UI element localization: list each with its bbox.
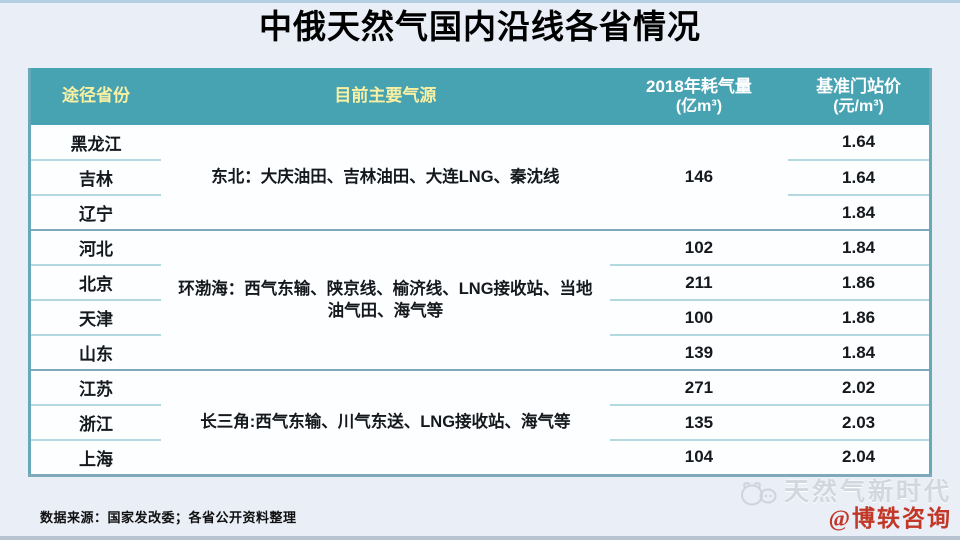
province-cell: 黑龙江 — [29, 125, 162, 161]
price-cell: 1.86 — [788, 300, 931, 336]
gas-source-cell: 环渤海：西气东输、陕京线、榆济线、LNG接收站、当地油气田、海气等 — [161, 230, 610, 371]
table-row: 黑龙江 东北：大庆油田、吉林油田、大连LNG、秦沈线 146 1.64 — [29, 125, 931, 231]
price-cell: 1.86 — [788, 265, 931, 301]
consumption-cell: 104 — [609, 440, 789, 476]
table-row: 天津 100 1.86 — [29, 300, 931, 336]
table-row: 江苏 长三角:西气东输、川气东送、LNG接收站、海气等 271 2.02 — [29, 370, 931, 476]
table-row: 河北 环渤海：西气东输、陕京线、榆济线、LNG接收站、当地油气田、海气等 102… — [29, 230, 931, 371]
price-cell: 1.64 — [788, 160, 931, 196]
consumption-cell: 135 — [609, 405, 789, 441]
consumption-cell: 139 — [609, 335, 789, 371]
province-cell: 上海 — [29, 440, 162, 476]
price-cell: 1.84 — [788, 230, 931, 266]
price-cell: 1.64 — [788, 125, 931, 161]
table-row: 北京 211 1.86 — [29, 265, 931, 301]
table-row: 浙江 135 2.03 — [29, 405, 931, 441]
table-row: 上海 104 2.04 — [29, 440, 931, 476]
price-unit: (元/m³) — [833, 98, 884, 116]
page-title: 中俄天然气国内沿线各省情况 — [259, 8, 701, 45]
consumption-cell: 102 — [609, 230, 789, 266]
price-cell: 1.84 — [788, 195, 931, 231]
price-cell: 2.03 — [788, 405, 931, 441]
column-header-price: 基准门站价 (元/m³) — [788, 68, 931, 125]
province-cell: 江苏 — [29, 370, 162, 406]
price-cell: 2.04 — [788, 440, 931, 476]
table-row: 吉林 1.64 — [29, 160, 931, 196]
column-header-consumption: 2018年耗气量 (亿m³) — [609, 68, 789, 125]
province-cell: 天津 — [29, 300, 162, 336]
consumption-cell: 271 — [609, 370, 789, 406]
province-cell: 吉林 — [29, 160, 162, 196]
price-cell: 2.02 — [788, 370, 931, 406]
watermark-handle: @博轶咨询 — [828, 506, 952, 531]
consumption-cell: 211 — [609, 265, 789, 301]
consumption-cell: 146 — [609, 125, 789, 231]
watermark: 天然气新时代 @博轶咨询 — [739, 478, 952, 531]
province-cell: 辽宁 — [29, 195, 162, 231]
data-source-note: 数据来源：国家发改委；各省公开资料整理 — [40, 510, 297, 525]
pig-mascot-icon — [739, 478, 779, 508]
provinces-gas-table: 途径省份 目前主要气源 2018年耗气量 (亿m³) 基准门站价 (元/m³) … — [28, 68, 932, 477]
province-cell: 浙江 — [29, 405, 162, 441]
province-cell: 河北 — [29, 230, 162, 266]
gas-source-cell: 长三角:西气东输、川气东送、LNG接收站、海气等 — [161, 370, 610, 476]
consumption-cell: 100 — [609, 300, 789, 336]
province-cell: 北京 — [29, 265, 162, 301]
watermark-brand: 天然气新时代 — [783, 478, 952, 507]
column-header-gas-source: 目前主要气源 — [161, 68, 610, 125]
consumption-unit: (亿m³) — [675, 98, 723, 116]
price-cell: 1.84 — [788, 335, 931, 371]
table-row: 山东 139 1.84 — [29, 335, 931, 371]
province-cell: 山东 — [29, 335, 162, 371]
table-row: 辽宁 1.84 — [29, 195, 931, 231]
column-header-province: 途径省份 — [29, 68, 162, 125]
gas-source-cell: 东北：大庆油田、吉林油田、大连LNG、秦沈线 — [161, 125, 610, 231]
header-row: 途径省份 目前主要气源 2018年耗气量 (亿m³) 基准门站价 (元/m³) — [29, 68, 931, 125]
